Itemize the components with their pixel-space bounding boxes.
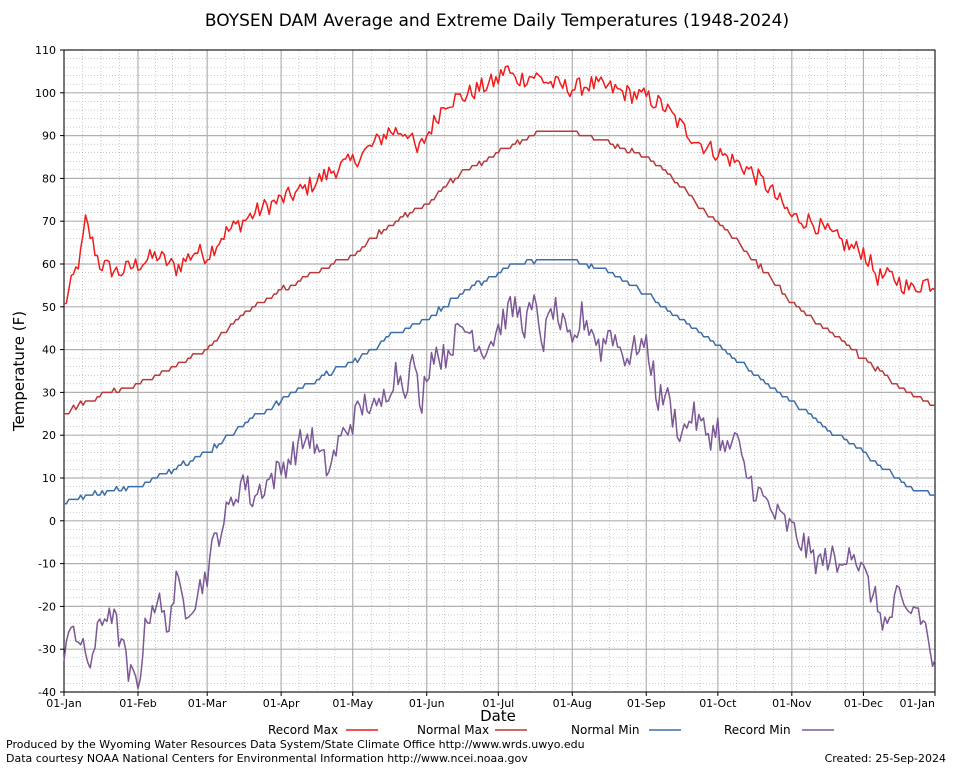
x-tick-label: 01-Nov (772, 697, 812, 710)
y-tick-label: 40 (42, 344, 56, 357)
legend-label-normal-max: Normal Max (417, 723, 489, 737)
y-tick-label: 70 (42, 215, 56, 228)
x-tick-label: 01-Aug (553, 697, 592, 710)
legend-label-record-max: Record Max (268, 723, 338, 737)
y-tick-label: 80 (42, 172, 56, 185)
x-tick-label: 01-Feb (119, 697, 156, 710)
y-tick-label: 100 (35, 87, 56, 100)
series-line-normal-max (64, 130, 935, 415)
x-tick-label: 01-Dec (844, 697, 883, 710)
legend-label-record-min: Record Min (724, 723, 791, 737)
y-tick-label: -30 (38, 643, 56, 656)
x-tick-label: 01-Mar (188, 697, 227, 710)
y-tick-label: 20 (42, 429, 56, 442)
footer-credit-noaa: Data courtesy NOAA National Centers for … (6, 752, 528, 765)
y-tick-label: 90 (42, 130, 56, 143)
x-tick-label: 01-Oct (699, 697, 737, 710)
chart-title: BOYSEN DAM Average and Extreme Daily Tem… (205, 11, 789, 31)
x-tick-label: 01-Apr (263, 697, 300, 710)
y-tick-label: 30 (42, 386, 56, 399)
y-tick-label: 110 (35, 44, 56, 57)
x-tick-label: 01-Jan (46, 697, 82, 710)
series-lines (63, 65, 936, 690)
minor-grid (64, 50, 935, 692)
y-axis-ticks: -40 -30 -20 -10 0 10 20 30 40 50 60 70 80 90 100 110 (35, 44, 64, 699)
legend: Record Max Normal Max Normal Min Record Min (268, 723, 834, 737)
series-line-record-min (63, 294, 936, 690)
x-tick-label: 01-Jan (899, 697, 935, 710)
legend-label-normal-min: Normal Min (571, 723, 640, 737)
x-tick-label: 01-May (332, 697, 373, 710)
x-axis-ticks: 01-Jan 01-Feb 01-Mar 01-Apr 01-May 01-Jun 01-J… (46, 692, 936, 710)
y-axis-label: Temperature (F) (10, 311, 28, 432)
series-line-record-max (63, 65, 936, 305)
y-tick-label: -40 (38, 686, 56, 699)
x-tick-label: 01-Jun (409, 697, 445, 710)
y-tick-label: -20 (38, 600, 56, 613)
y-tick-label: 10 (42, 472, 56, 485)
x-tick-label: 01-Sep (627, 697, 666, 710)
y-tick-label: 50 (42, 301, 56, 314)
x-tick-label: 01-Jul (482, 697, 514, 710)
series-line-normal-min (64, 258, 935, 505)
y-tick-label: -10 (38, 558, 56, 571)
y-tick-label: 0 (49, 515, 56, 528)
plot-frame (63, 49, 936, 693)
y-tick-label: 60 (42, 258, 56, 271)
footer-credit-wrds: Produced by the Wyoming Water Resources … (6, 738, 585, 751)
footer-created-date: Created: 25-Sep-2024 (824, 752, 946, 765)
x-axis-label: Date (480, 707, 516, 725)
